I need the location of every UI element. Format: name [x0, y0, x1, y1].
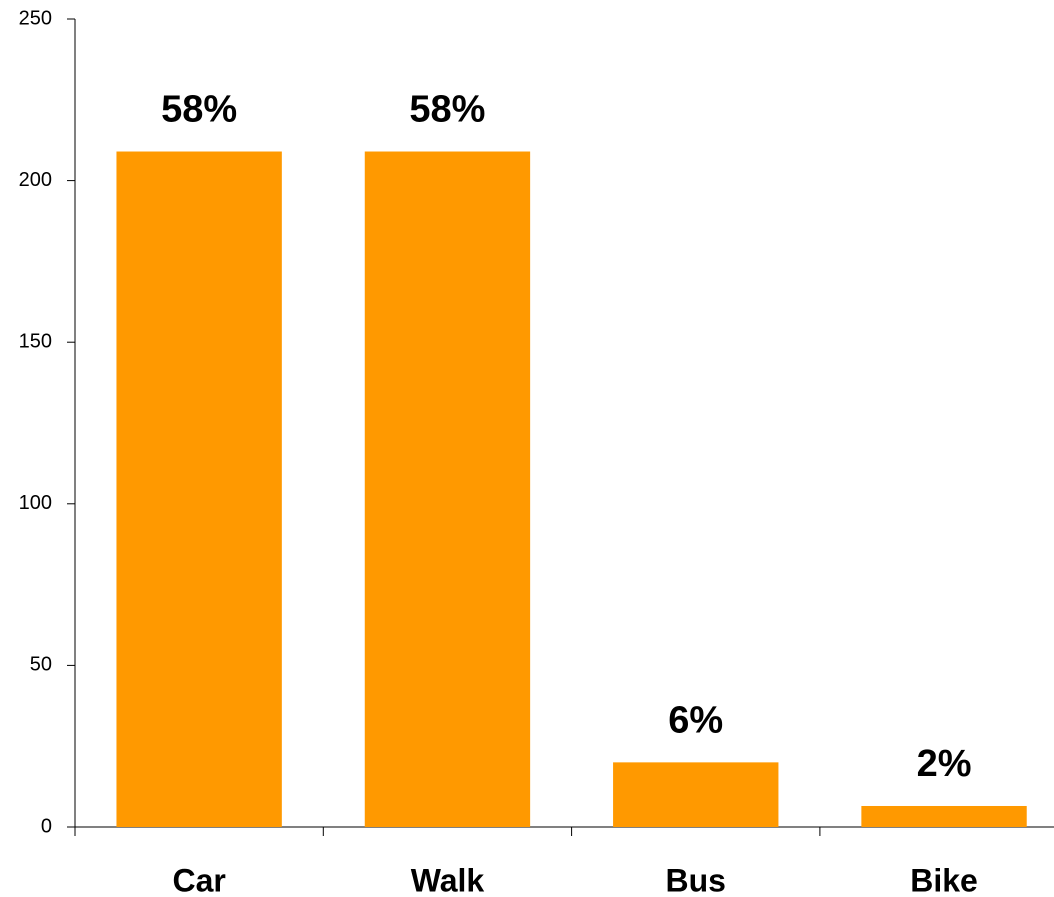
y-tick-label: 0 — [41, 815, 52, 837]
x-tick-label: Bike — [910, 862, 978, 897]
value-label: 58% — [409, 89, 485, 131]
bar — [861, 805, 1027, 827]
bar — [613, 762, 779, 827]
bar — [116, 151, 282, 828]
value-label: 2% — [917, 743, 972, 785]
bar — [364, 151, 531, 828]
x-tick-label: Car — [172, 862, 225, 897]
y-tick-label: 50 — [30, 654, 52, 676]
y-tick-label: 100 — [19, 492, 52, 514]
y-tick-label: 250 — [19, 7, 52, 29]
y-tick-label: 200 — [19, 169, 52, 191]
x-tick-label: Bus — [666, 862, 726, 897]
x-tick-label: Walk — [411, 862, 485, 897]
value-label: 6% — [668, 699, 723, 741]
value-label: 58% — [161, 89, 237, 131]
y-tick-label: 150 — [19, 330, 52, 352]
